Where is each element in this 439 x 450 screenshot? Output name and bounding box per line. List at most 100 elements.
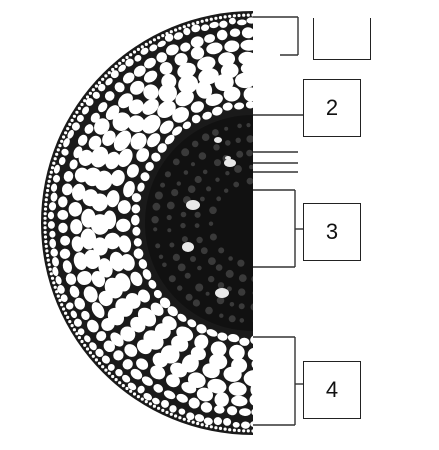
cortex-cell [196, 81, 213, 99]
cortex-cell [89, 342, 97, 351]
cortex-cell [94, 118, 110, 135]
cortex-cell [76, 114, 84, 122]
stele-cell [228, 256, 233, 261]
cortex-cell [150, 365, 166, 380]
stele-cell [224, 126, 229, 131]
cortex-cells [47, 17, 253, 429]
cortex-cell [201, 24, 210, 32]
cortex-cell [133, 65, 146, 77]
epidermis-cell [83, 99, 87, 103]
cortex-cell [206, 42, 223, 55]
cortex-cell [241, 27, 253, 39]
stele-cell [194, 175, 202, 184]
epidermis-cell [60, 139, 64, 143]
epidermis-cell [165, 31, 169, 36]
stele-cell [187, 185, 196, 193]
stele-cell [190, 162, 196, 167]
cortex-cell [130, 132, 147, 150]
cortex-cell [191, 24, 201, 33]
cortex-cell [143, 70, 158, 83]
cortex-cell [130, 368, 143, 380]
epidermis-cell [232, 428, 236, 432]
cortex-cell [223, 366, 242, 382]
epidermis-cell [50, 276, 55, 280]
cortex-cell [65, 273, 77, 285]
epidermis-cell [64, 311, 68, 315]
cortex-cell [77, 134, 88, 146]
cortex-cell [161, 73, 177, 89]
cortex-cell [228, 17, 236, 25]
epidermis-cell [70, 324, 74, 328]
epidermis-cell [43, 207, 48, 211]
epidermis-cell [62, 307, 66, 311]
cortex-cell [58, 196, 68, 208]
stele-cell [238, 303, 245, 310]
cortex-cell [218, 52, 236, 67]
cortex-cell [166, 44, 179, 56]
cortex-cell [110, 70, 119, 79]
tissue-half-disc [41, 11, 253, 435]
stele-cell [185, 293, 193, 301]
epidermis-cell [104, 74, 108, 78]
cortex-cell [202, 111, 212, 120]
cortex-cell [172, 126, 183, 136]
cortex-cell [138, 289, 150, 303]
epidermis-cell [140, 397, 144, 401]
cortex-cell [158, 83, 178, 103]
epidermis-cell [43, 226, 47, 230]
epidermis-cell [104, 368, 108, 372]
cortex-cell [151, 152, 161, 162]
cortex-cell [190, 36, 204, 48]
stele-cell [205, 306, 213, 315]
epidermis-cell [50, 166, 55, 170]
cortex-cell [238, 51, 253, 66]
epidermis-cell [157, 406, 161, 410]
cortex-cell [120, 326, 136, 342]
cortex-cell [157, 100, 176, 119]
cortex-cell [237, 19, 247, 26]
epidermis-cell [72, 328, 76, 332]
cortex-cell [107, 363, 115, 371]
cortex-cell [176, 393, 188, 403]
epidermis-cell [101, 365, 105, 369]
stele-cell [225, 171, 230, 176]
cortex-cell [49, 230, 56, 238]
stele-cell [169, 242, 175, 248]
stele-cell [180, 222, 186, 229]
epidermis-cell [251, 429, 253, 433]
stele-cell [249, 164, 253, 170]
epidermis-cell [209, 17, 213, 21]
epidermis-cell [43, 235, 48, 239]
cortex-cell [163, 390, 176, 400]
epidermis-cell [46, 188, 50, 193]
epidermis-cell [118, 61, 122, 65]
cortex-cell [69, 159, 78, 170]
stele-cell [238, 288, 246, 296]
epidermis-cell [196, 20, 200, 25]
cortex-cell [211, 106, 223, 116]
cortex-cell [141, 376, 153, 386]
vessel [186, 200, 200, 210]
cortex-cell [182, 121, 192, 130]
epidermis-cell [46, 253, 50, 258]
epidermis-cell [174, 28, 178, 32]
epidermis-cell [70, 118, 74, 122]
epidermis-cell [178, 416, 182, 420]
cortex-cell [251, 407, 253, 417]
cortex-cell [149, 44, 158, 52]
epidermis-cell [47, 179, 51, 183]
epidermis-cell [43, 212, 47, 216]
cortex-cell [240, 39, 253, 51]
epidermis-cell [205, 18, 209, 22]
epidermis-cell [83, 343, 87, 347]
cortex-cell [85, 98, 94, 106]
epidermis-cell [68, 320, 72, 324]
cortex-cell [113, 130, 132, 152]
cortex-cell [122, 374, 131, 383]
epidermis-cell [174, 414, 178, 418]
epidermis-cell [94, 358, 98, 362]
cortex-cell [98, 83, 106, 92]
cortex-cell [49, 238, 57, 249]
label-box-1 [313, 18, 371, 60]
stele-cell [166, 201, 175, 210]
